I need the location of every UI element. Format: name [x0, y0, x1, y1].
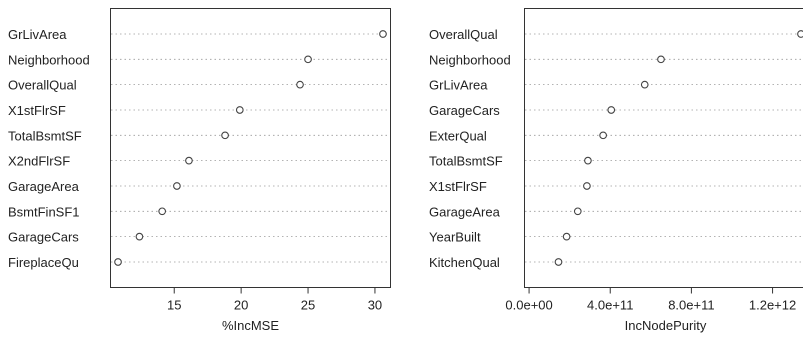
incmse-category-label: GarageArea [8, 179, 80, 194]
incmse-point [158, 207, 167, 216]
incnodepurity-point [584, 156, 592, 165]
incnodepurity-x-tick-label: 8.0e+11 [668, 298, 714, 313]
incnodepurity-category-label: GarageCars [429, 103, 500, 118]
incnodepurity-x-tick-label: 4.0e+11 [587, 298, 633, 313]
incnodepurity-point [573, 207, 582, 216]
incnodepurity-point [657, 55, 665, 64]
incnodepurity-category-label: KitchenQual [429, 255, 500, 270]
incmse-point [173, 182, 181, 190]
incmse-category-label: TotalBsmtSF [8, 128, 82, 143]
incmse-plot-frame [110, 8, 391, 288]
incmse-x-tick-label: 15 [167, 298, 181, 313]
incnodepurity-category-label: OverallQual [429, 27, 498, 42]
incmse-x-tick-label: 20 [234, 298, 248, 313]
incnodepurity-category-label: YearBuilt [429, 230, 481, 245]
incmse-point [296, 80, 304, 89]
incnodepurity-point [554, 258, 563, 266]
incmse-point [185, 156, 193, 165]
incnodepurity-x-tick-label: 1.2e+12 [749, 298, 796, 313]
incnodepurity-point [797, 30, 803, 38]
incnodepurity-category-label: TotalBsmtSF [429, 154, 503, 169]
incnodepurity-point [562, 232, 571, 241]
incnodepurity-category-label: X1stFlrSF [429, 179, 487, 194]
incmse-panel: GrLivArea Neighborhood OverallQual X1stFlrS… [8, 8, 391, 333]
incmse-category-label: OverallQual [8, 78, 77, 93]
incnodepurity-category-label: Neighborhood [429, 52, 511, 67]
incnodepurity-x-axis-title: IncNodePurity [625, 318, 707, 333]
incmse-point [221, 131, 229, 140]
incmse-category-label: FireplaceQu [8, 255, 79, 270]
incnodepurity-point [607, 106, 616, 114]
incnodepurity-point [599, 131, 607, 140]
incmse-category-label: GarageCars [8, 230, 79, 245]
incnodepurity-category-label: ExterQual [429, 128, 487, 143]
incnodepurity-category-label: GarageArea [429, 204, 501, 219]
incmse-category-label: Neighborhood [8, 52, 90, 67]
incnodepurity-plot-frame [524, 8, 803, 288]
incmse-point [235, 106, 244, 114]
incnodepurity-category-label: GrLivArea [429, 78, 488, 93]
incmse-x-tick-label: 25 [301, 298, 315, 313]
incmse-point [114, 258, 122, 266]
incnodepurity-point [583, 182, 591, 190]
incmse-category-label: X2ndFlrSF [8, 154, 70, 169]
incmse-category-label: BsmtFinSF1 [8, 204, 80, 219]
incnodepurity-x-tick-label: 0.0e+00 [505, 298, 552, 313]
incnodepurity-panel: OverallQual Neighborhood GrLivArea GarageCa… [429, 8, 803, 333]
incmse-point [135, 232, 144, 241]
incmse-x-tick-label: 30 [368, 298, 382, 313]
incmse-category-label: GrLivArea [8, 27, 67, 42]
incnodepurity-point [640, 80, 649, 89]
incmse-point [379, 30, 387, 38]
incmse-category-label: X1stFlrSF [8, 103, 66, 118]
incmse-point [304, 55, 312, 64]
incmse-x-axis-title: %IncMSE [222, 318, 279, 333]
